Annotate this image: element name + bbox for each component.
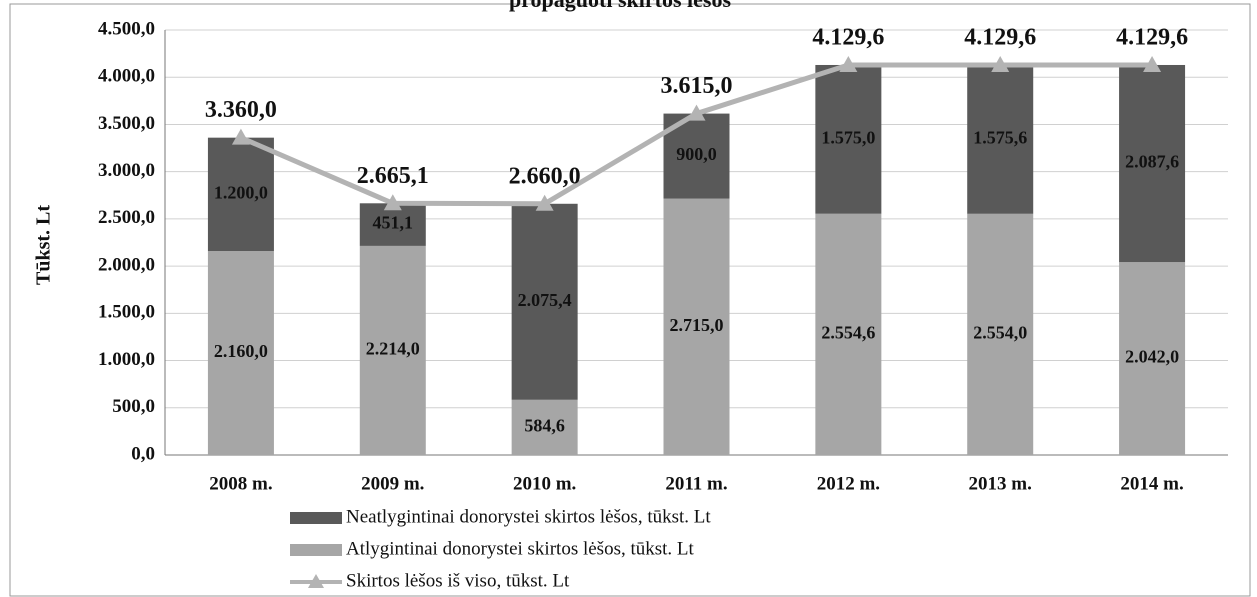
data-label: 2.042,0	[1125, 347, 1179, 367]
x-tick-label: 2009 m.	[361, 473, 424, 494]
legend-swatch	[290, 544, 342, 556]
chart-title: propaguoti skirtos lėšos	[509, 0, 732, 12]
bar-segment	[511, 399, 578, 455]
data-label: 2.214,0	[366, 339, 420, 359]
y-tick-label: 500,0	[112, 396, 155, 417]
total-label: 4.129,6	[964, 24, 1036, 50]
bar-segment	[815, 213, 882, 455]
total-label: 2.665,1	[357, 163, 429, 189]
bar-segment	[967, 213, 1034, 455]
bar-segment	[207, 251, 274, 455]
bar-segment	[207, 137, 274, 251]
line-marker	[535, 194, 554, 211]
bar-segment	[359, 245, 426, 455]
legend-marker	[308, 574, 324, 588]
data-label: 900,0	[676, 144, 717, 164]
x-tick-label: 2010 m.	[513, 473, 576, 494]
data-label: 2.087,6	[1125, 152, 1179, 172]
bar-segment	[967, 64, 1034, 214]
y-tick-label: 2.500,0	[98, 207, 155, 228]
data-label: 1.575,0	[821, 127, 875, 147]
legend-label: Skirtos lėšos iš viso, tūkst. Lt	[346, 570, 570, 591]
y-tick-label: 1.500,0	[98, 302, 155, 323]
data-label: 1.575,6	[973, 128, 1027, 148]
line-marker	[839, 55, 858, 72]
x-tick-label: 2008 m.	[209, 473, 272, 494]
legend-label: Neatlygintinai donorystei skirtos lėšos,…	[346, 506, 711, 527]
data-label: 2.554,6	[821, 322, 875, 342]
y-tick-label: 3.500,0	[98, 113, 155, 134]
y-tick-label: 0,0	[131, 443, 155, 464]
data-label: 451,1	[373, 213, 414, 233]
data-label: 2.715,0	[670, 315, 724, 335]
line-marker	[991, 55, 1010, 72]
bar-segment	[511, 203, 578, 400]
y-tick-label: 4.500,0	[98, 18, 155, 39]
total-label: 4.129,6	[812, 24, 884, 50]
total-label: 4.129,6	[1116, 24, 1188, 50]
y-tick-label: 2.000,0	[98, 254, 155, 275]
y-axis-label: Tūkst. Lt	[33, 205, 55, 285]
y-tick-label: 4.000,0	[98, 66, 155, 87]
bar-segment	[663, 198, 730, 456]
x-tick-label: 2011 m.	[665, 473, 727, 494]
bar-segment	[1119, 64, 1186, 263]
data-label: 2.554,0	[973, 323, 1027, 343]
line-marker	[687, 104, 706, 121]
line-marker	[1143, 55, 1162, 72]
bar-segment	[359, 203, 426, 246]
legend-swatch	[290, 512, 342, 524]
total-label: 2.660,0	[509, 163, 581, 189]
x-tick-label: 2013 m.	[969, 473, 1032, 494]
data-label: 2.075,4	[518, 290, 572, 310]
legend-label: Atlygintinai donorystei skirtos lėšos, t…	[346, 538, 695, 559]
y-tick-label: 3.000,0	[98, 160, 155, 181]
bar-segment	[1119, 262, 1186, 455]
y-tick-label: 1.000,0	[98, 349, 155, 370]
x-tick-label: 2014 m.	[1120, 473, 1183, 494]
total-label: 3.360,0	[205, 97, 277, 123]
line-marker	[231, 128, 250, 145]
bar-segment	[815, 64, 882, 214]
data-label: 584,6	[524, 416, 565, 436]
line-marker	[383, 194, 402, 211]
total-label: 3.615,0	[661, 73, 733, 99]
x-tick-label: 2012 m.	[817, 473, 880, 494]
data-label: 2.160,0	[214, 341, 268, 361]
data-label: 1.200,0	[214, 182, 268, 202]
